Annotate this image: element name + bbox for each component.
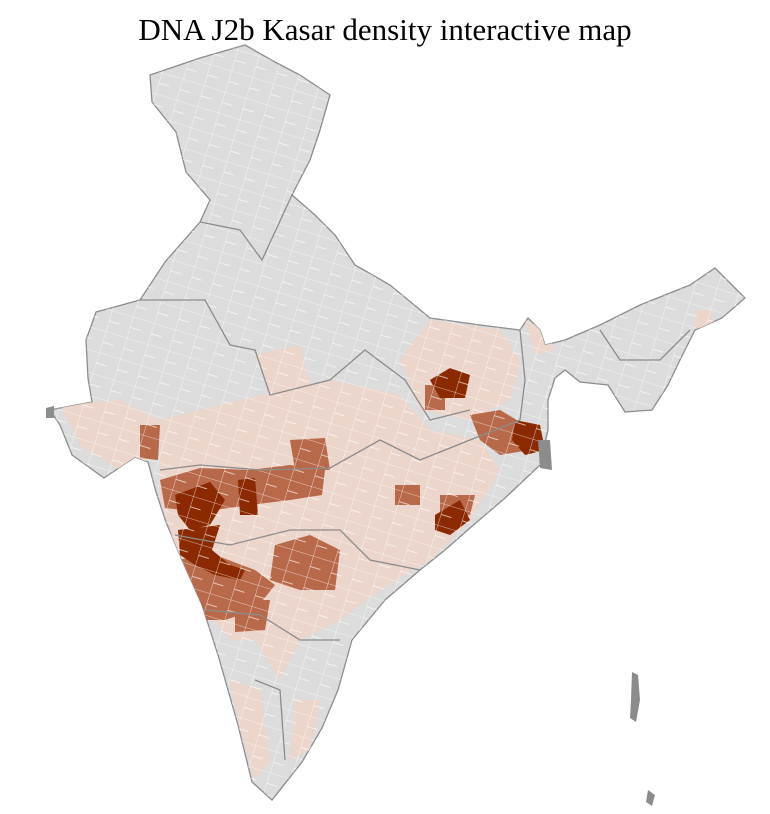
nicobar-islands: [646, 790, 655, 806]
state-border-line: [254, 679, 286, 761]
state-border-line: [159, 419, 521, 471]
islands: [46, 406, 655, 806]
state-border-line: [140, 299, 471, 421]
state-border-line: [174, 529, 421, 571]
state-border-line: [199, 194, 293, 262]
sundarbans-fragment: [538, 440, 552, 470]
state-border-line: [599, 329, 691, 361]
andaman-islands: [630, 672, 640, 722]
gujarat-coast-fragment: [46, 406, 54, 418]
map-title: DNA J2b Kasar density interactive map: [138, 12, 632, 47]
state-border-line: [519, 329, 526, 421]
state-boundaries: [140, 194, 691, 761]
state-border-line: [204, 609, 340, 641]
